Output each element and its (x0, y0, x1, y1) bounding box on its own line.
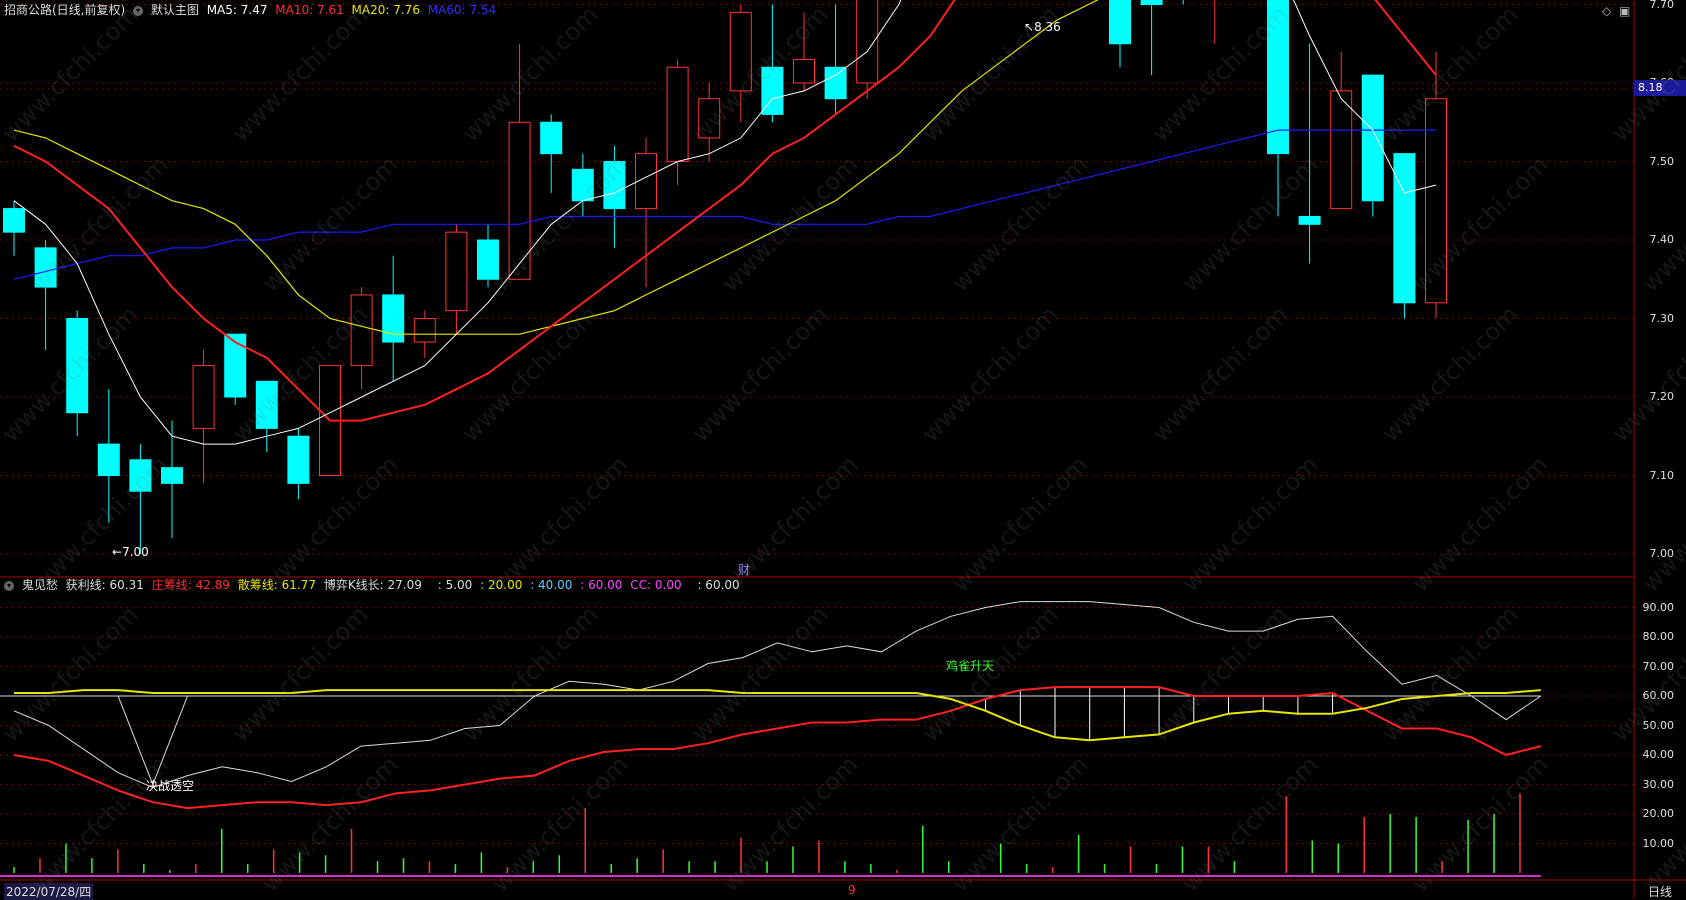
candle-body (1267, 0, 1289, 155)
indicator-tick-label: 40.00 (1642, 748, 1675, 761)
candle-body (350, 294, 373, 367)
high-value: 8.36 (1034, 20, 1061, 34)
candle-body (1330, 90, 1353, 210)
dropdown-circle-icon[interactable]: ▾ (133, 5, 144, 16)
param-cc: CC: 0.00 (630, 578, 682, 592)
candle-body (255, 380, 278, 429)
month-marker: 9 (848, 883, 856, 897)
candle-body (793, 58, 815, 84)
price-tick-label: 7.30 (1649, 311, 1675, 325)
signal-label-1: 决战透空 (146, 779, 195, 793)
indicator-tick-label: 90.00 (1642, 600, 1675, 614)
indicator-tick-label: 50.00 (1642, 718, 1675, 732)
candle-body (477, 239, 499, 280)
param-3: : 40.00 (530, 578, 573, 592)
price-tick-label: 7.00 (1649, 547, 1675, 560)
retail-line-value: 散筹线: 61.77 (237, 578, 316, 592)
candle-body (3, 208, 25, 233)
candle-body (603, 161, 626, 210)
game-k-value: 博弈K线长: 27.09 (323, 578, 422, 592)
ma20-value: MA20: 7.76 (351, 3, 420, 17)
indicator-menu-icon[interactable]: ▾ (4, 580, 14, 591)
param-1: : 5.00 (437, 578, 473, 592)
candle-body (635, 153, 657, 210)
indicator-tick-label: 10.00 (1642, 836, 1675, 850)
ma20-line (13, 0, 1099, 335)
indicator-header: ▾ 鬼见愁 获利线: 60.31 庄筹线: 42.89 散筹线: 61.77 博… (4, 576, 744, 594)
candle-body (508, 121, 531, 280)
candle-body (66, 318, 89, 414)
indicator-yellow-line (14, 689, 1541, 742)
candle-body (1140, 0, 1163, 5)
candle-body (1393, 153, 1416, 304)
ma60-value: MA60: 7.54 (427, 3, 497, 17)
candle-body (666, 66, 689, 162)
candle-body (192, 365, 215, 429)
diamond-icon[interactable]: ◇ (1602, 4, 1612, 18)
current-price-tag: 8.18 (1634, 80, 1686, 96)
indicator-tick-label: 60.00 (1642, 689, 1675, 702)
indicator-tick-label: 30.00 (1642, 777, 1675, 791)
signal-label-2: 鸡雀升天 (946, 659, 995, 673)
ma10-line (13, 0, 1437, 422)
banker-line-value: 庄筹线: 42.89 (151, 578, 230, 592)
param-2: : 20.00 (480, 578, 523, 592)
param-4: : 60.00 (580, 578, 623, 592)
candle-body (824, 66, 847, 100)
indicator-white-line (13, 601, 1542, 789)
indicator-tick-label: 20.00 (1642, 807, 1675, 820)
ma5-line (13, 0, 1437, 445)
candle-body (413, 318, 436, 343)
date-label: 2022/07/28/四 (4, 883, 94, 900)
spike-line (117, 695, 188, 786)
candle-body (698, 98, 721, 139)
candle-body (97, 443, 120, 477)
candle-body (161, 467, 183, 484)
candle-body (1361, 74, 1384, 202)
candle-body (224, 333, 247, 398)
indicator-tick-label: 70.00 (1642, 659, 1675, 673)
period-label[interactable]: 日线 (1648, 885, 1673, 899)
candle-body (729, 11, 752, 92)
price-tick-label: 7.20 (1649, 390, 1675, 403)
finance-marker[interactable]: 财 (738, 563, 751, 577)
candle-body (1298, 215, 1321, 225)
indicator-red-line (13, 686, 1542, 810)
low-value: 7.00 (122, 545, 149, 559)
candle-body (856, 0, 879, 84)
stock-name[interactable]: 招商公路(日线,前复权) (4, 3, 126, 17)
main-chart-label[interactable]: 默认主图 (150, 3, 199, 17)
candle-body (1425, 98, 1447, 304)
candle-body (1109, 0, 1131, 45)
candle-body (540, 121, 563, 155)
indicator-name[interactable]: 鬼见愁 (21, 578, 58, 592)
indicator-tick-label: 80.00 (1642, 630, 1675, 643)
candle-body (129, 459, 152, 492)
main-chart-header: 招商公路(日线,前复权) ▾ 默认主图 MA5: 7.47 MA10: 7.61… (4, 1, 500, 19)
candle-body (761, 66, 784, 115)
candle-body (445, 231, 468, 312)
param-5: : 60.00 (697, 578, 740, 592)
candle-body (382, 294, 405, 343)
candle-body (287, 435, 310, 484)
high-label: ↖8.36 (1024, 20, 1061, 34)
price-tick-label: 7.70 (1649, 0, 1675, 11)
price-tick-label: 7.40 (1649, 233, 1675, 246)
ma10-value: MA10: 7.61 (275, 3, 344, 17)
low-label: ←7.00 (112, 545, 149, 559)
profit-line-value: 获利线: 60.31 (65, 578, 144, 592)
ma5-value: MA5: 7.47 (206, 3, 268, 17)
price-tick-label: 7.50 (1649, 154, 1675, 168)
window-toggle-icon[interactable]: ▣ (1619, 4, 1631, 18)
candle-body (34, 247, 57, 288)
price-tick-label: 7.10 (1649, 468, 1675, 482)
